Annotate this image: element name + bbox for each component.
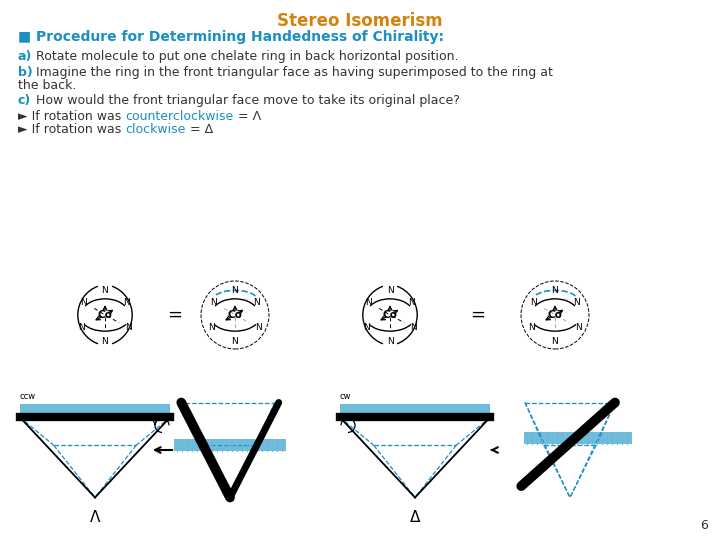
Text: N: N [232,286,238,295]
Text: Co: Co [548,310,562,320]
Text: Stereo Isomerism: Stereo Isomerism [277,12,443,30]
Text: N: N [572,298,580,307]
Bar [523,432,631,444]
Text: N: N [528,323,534,333]
Bar [174,439,287,451]
Text: Imagine the ring in the front triangular face as having superimposed to the ring: Imagine the ring in the front triangular… [36,66,553,79]
Text: N: N [575,323,582,333]
Text: Λ: Λ [90,510,100,525]
Text: Co: Co [228,310,243,320]
Text: clockwise: clockwise [125,123,186,136]
Text: = Λ: = Λ [233,110,261,123]
Text: N: N [363,323,369,333]
Text: N: N [410,323,417,333]
Text: cw: cw [340,393,351,401]
Text: ► If rotation was: ► If rotation was [18,123,125,136]
Text: N: N [102,337,109,346]
Text: N: N [232,337,238,346]
Text: How would the front triangular face move to take its original place?: How would the front triangular face move… [36,94,460,107]
Text: b): b) [18,66,32,79]
Text: =: = [470,306,485,324]
Text: ► If rotation was: ► If rotation was [18,110,125,123]
Text: =: = [168,306,182,324]
Text: N: N [387,337,393,346]
Text: Δ: Δ [410,510,420,525]
Text: N: N [210,298,217,307]
Text: N: N [102,286,109,295]
Text: N: N [552,337,559,346]
Text: ccw: ccw [20,393,36,401]
Text: N: N [531,298,537,307]
Bar [20,404,170,417]
Text: N: N [122,298,130,307]
Text: N: N [81,298,87,307]
Text: N: N [408,298,415,307]
Text: 6: 6 [700,519,708,532]
Text: N: N [366,298,372,307]
Text: N: N [125,323,132,333]
Text: a): a) [18,50,32,63]
Text: N: N [78,323,84,333]
Text: Rotate molecule to put one chelate ring in back horizontal position.: Rotate molecule to put one chelate ring … [36,50,459,63]
Text: counterclockwise: counterclockwise [125,110,233,123]
Text: = Δ: = Δ [186,123,212,136]
Text: N: N [552,286,559,295]
Text: c): c) [18,94,31,107]
Text: Co: Co [382,310,397,320]
Bar [340,404,490,417]
Text: N: N [253,298,259,307]
Text: N: N [387,286,393,295]
Text: N: N [208,323,215,333]
Text: N: N [256,323,262,333]
Text: the back.: the back. [18,79,76,92]
Text: ■ Procedure for Determining Handedness of Chirality:: ■ Procedure for Determining Handedness o… [18,30,444,44]
Text: Co: Co [98,310,112,320]
